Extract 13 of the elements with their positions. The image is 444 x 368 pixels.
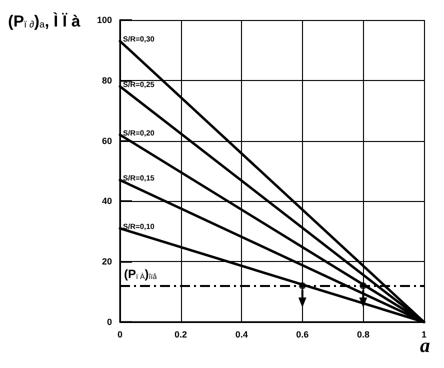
- x-tick-label: 0: [117, 330, 123, 340]
- y-tick-label: 100: [96, 15, 112, 25]
- y-tick-label: 20: [102, 256, 112, 267]
- y-axis-title: (Pï ∂)a, Ì Ï à: [8, 12, 80, 31]
- x-tick-label: 0.2: [174, 330, 188, 340]
- x-tick-label: 0.4: [235, 330, 248, 340]
- y-tick-label: 40: [102, 196, 112, 206]
- x-tick-label: 0.6: [296, 330, 309, 340]
- y-tick-label: 0: [106, 317, 112, 327]
- y-tick-label: 60: [102, 136, 112, 146]
- x-tick-label: 1: [421, 330, 427, 340]
- x-tick-label: 0.8: [356, 330, 370, 340]
- y-tick-label: 80: [102, 75, 112, 86]
